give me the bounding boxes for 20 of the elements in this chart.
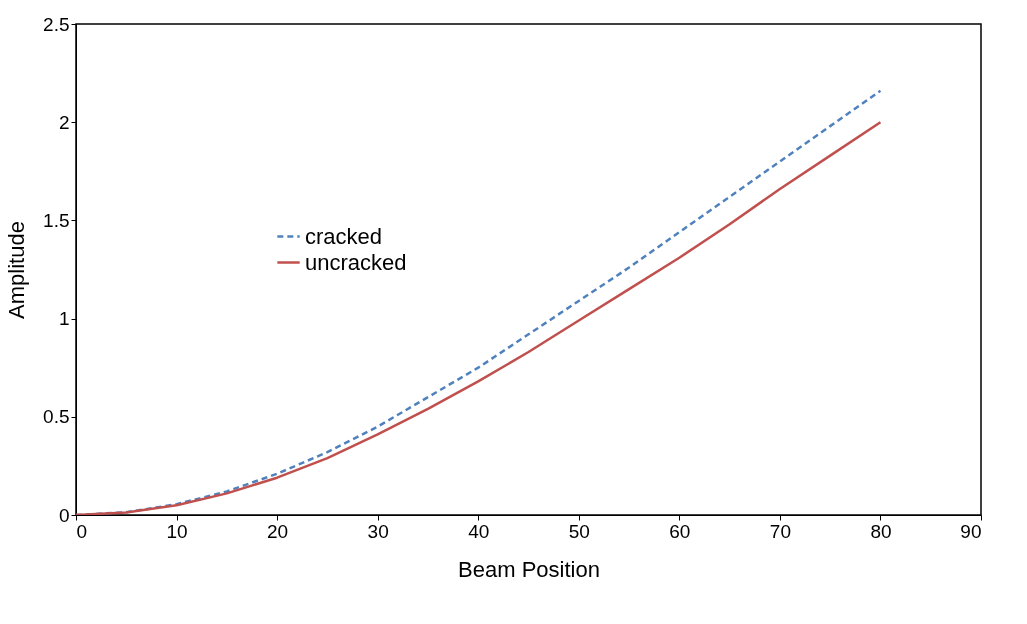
y-tick-label: 2.5	[43, 13, 70, 35]
y-tick-label: 1.5	[43, 209, 70, 231]
x-tick-label: 40	[468, 520, 490, 542]
legend-label: cracked	[305, 223, 383, 249]
x-tick-label: 0	[76, 520, 88, 542]
x-tick-label: 70	[769, 520, 791, 542]
y-axis-title: Amplitude	[4, 221, 30, 319]
x-tick-label: 30	[367, 520, 389, 542]
x-tick-label: 50	[568, 520, 590, 542]
y-tick-label: 0	[58, 504, 70, 526]
x-tick-label: 10	[166, 520, 188, 542]
y-tick-label: 1	[58, 308, 70, 330]
x-axis-title: Beam Position	[458, 556, 600, 582]
x-tick-label: 80	[870, 520, 892, 542]
y-tick-label: 2	[58, 111, 70, 133]
x-tick-label: 90	[960, 520, 982, 542]
legend-label: uncracked	[305, 249, 407, 275]
x-tick-label: 60	[669, 520, 691, 542]
y-tick-label: 0.5	[43, 406, 70, 428]
x-tick-label: 20	[267, 520, 289, 542]
